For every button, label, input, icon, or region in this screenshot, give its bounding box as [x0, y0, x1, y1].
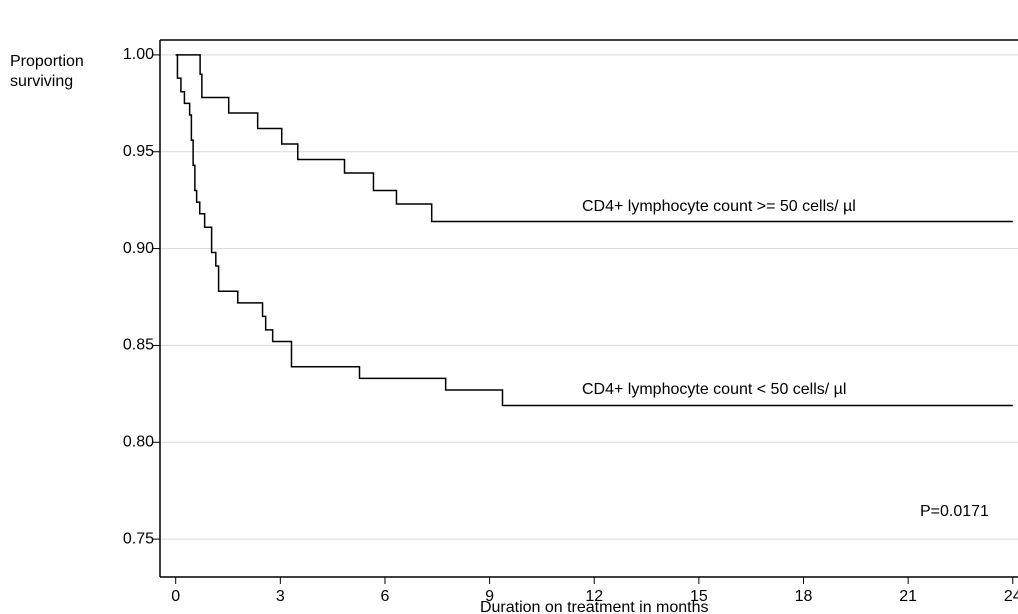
x-tick-label: 9: [485, 588, 494, 605]
x-tick-label: 0: [171, 588, 180, 605]
x-axis-label: Duration on treatment in months: [480, 599, 709, 614]
x-tick-label: 12: [585, 588, 603, 605]
y-tick-label: 0.90: [123, 240, 154, 257]
x-tick-label: 3: [276, 588, 285, 605]
survival-curve: [175, 54, 1013, 223]
x-tick-label: 15: [690, 588, 708, 605]
survival-curve: [175, 54, 1013, 407]
curve-label: CD4+ lymphocyte count >= 50 cells/ µl: [582, 198, 856, 215]
annotation: P=0.0171: [920, 503, 989, 520]
curve-label: CD4+ lymphocyte count < 50 cells/ µl: [582, 381, 846, 398]
y-tick-label: 0.75: [123, 530, 154, 547]
y-tick-label: 1.00: [123, 46, 154, 63]
y-tick-label: 0.95: [123, 143, 154, 160]
x-tick-label: 21: [899, 588, 917, 605]
y-tick-label: 0.80: [123, 433, 154, 450]
x-tick-label: 18: [795, 588, 813, 605]
x-tick-label: 24: [1004, 588, 1018, 605]
x-tick-label: 6: [381, 588, 390, 605]
y-axis-label: Proportion surviving: [10, 53, 84, 90]
y-tick-label: 0.85: [123, 337, 154, 354]
